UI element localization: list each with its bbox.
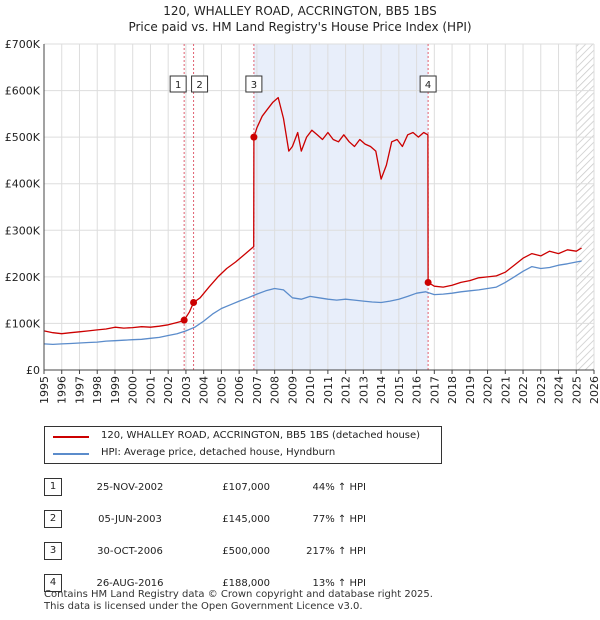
y-tick-label: £500K	[5, 131, 41, 144]
x-tick-label: 1995	[38, 376, 51, 404]
legend-swatch-hpi	[53, 453, 89, 455]
x-tick-label: 2012	[340, 376, 353, 404]
x-tick-label: 2008	[269, 376, 282, 404]
table-row: 1 25-NOV-2002 £107,000 44% ↑ HPI	[44, 471, 366, 503]
x-tick-label: 2019	[464, 376, 477, 404]
footer-copyright: Contains HM Land Registry data © Crown c…	[44, 589, 433, 600]
x-tick-label: 2018	[446, 376, 459, 404]
sale-number-badge: 2	[44, 510, 62, 528]
legend-swatch-property	[53, 436, 89, 438]
y-tick-label: £700K	[5, 38, 41, 51]
sale-marker-box	[419, 75, 437, 93]
sale-marker-label: 1	[175, 80, 181, 91]
sale-date: 05-JUN-2003	[98, 513, 162, 525]
x-tick-label: 2022	[517, 376, 530, 404]
footer-licence: This data is licensed under the Open Gov…	[44, 601, 363, 612]
shaded-ownership-period	[253, 44, 429, 370]
y-tick-label: £200K	[5, 271, 41, 284]
sale-price: £500,000	[222, 545, 270, 557]
x-tick-label: 2015	[393, 376, 406, 404]
x-tick-label: 2007	[251, 376, 264, 404]
sale-marker-label: 3	[251, 80, 257, 91]
y-tick-label: £400K	[5, 178, 41, 191]
x-tick-label: 2024	[553, 376, 566, 404]
table-row: 4 26-AUG-2016 £188,000 13% ↑ HPI	[44, 567, 366, 599]
chart-title: 120, WHALLEY ROAD, ACCRINGTON, BB5 1BS	[163, 4, 437, 18]
chart-subtitle: Price paid vs. HM Land Registry's House …	[128, 20, 472, 34]
x-tick-label: 2006	[233, 376, 246, 404]
y-tick-label: £0	[26, 364, 40, 377]
sale-hpi-change: 217% ↑ HPI	[306, 545, 366, 557]
sale-number-badge: 3	[44, 542, 62, 560]
property-price-line	[43, 96, 582, 335]
sale-number-badge: 4	[44, 574, 62, 592]
x-tick-label: 2026	[588, 376, 600, 404]
sale-point	[424, 278, 432, 286]
x-tick-label: 2001	[144, 376, 157, 404]
sale-date: 25-NOV-2002	[96, 481, 164, 493]
sale-marker-label: 2	[196, 80, 202, 91]
x-tick-label: 2000	[127, 376, 140, 404]
x-tick-label: 2021	[499, 376, 512, 404]
x-tick-label: 2016	[411, 376, 424, 404]
sale-date: 30-OCT-2006	[97, 545, 163, 557]
x-tick-label: 2010	[304, 376, 317, 404]
sale-point	[250, 133, 258, 141]
sale-price: £145,000	[222, 513, 270, 525]
x-tick-label: 2023	[535, 376, 548, 404]
x-tick-label: 2009	[286, 376, 299, 404]
sales-table: 1 25-NOV-2002 £107,000 44% ↑ HPI 2 05-JU…	[44, 471, 366, 599]
x-tick-label: 2004	[198, 376, 211, 404]
x-tick-label: 2005	[215, 376, 228, 404]
sale-point	[180, 316, 188, 324]
sale-hpi-change: 44% ↑ HPI	[312, 481, 366, 493]
chart-area: £0 £100K £200K £300K £400K £500K £600K £700K 199…	[5, 38, 600, 404]
sale-date: 26-AUG-2016	[96, 577, 164, 589]
sale-marker-box	[245, 75, 263, 93]
hatched-region	[576, 44, 594, 370]
legend-label-hpi: HPI: Average price, detached house, Hynd…	[101, 447, 336, 458]
hpi-line	[43, 260, 582, 346]
legend: 120, WHALLEY ROAD, ACCRINGTON, BB5 1BS (…	[44, 426, 442, 464]
sale-marker-box	[191, 75, 209, 93]
x-tick-label: 2017	[428, 376, 441, 404]
legend-label-property: 120, WHALLEY ROAD, ACCRINGTON, BB5 1BS (…	[101, 430, 421, 441]
table-row: 2 05-JUN-2003 £145,000 77% ↑ HPI	[44, 503, 366, 535]
footer: Contains HM Land Registry data © Crown c…	[44, 589, 433, 613]
sale-hpi-change: 13% ↑ HPI	[312, 577, 366, 589]
x-tick-label: 1996	[56, 376, 69, 404]
x-tick-label: 2002	[162, 376, 175, 404]
sale-marker-label: 4	[425, 80, 431, 91]
x-tick-label: 2025	[570, 376, 583, 404]
sale-price: £188,000	[222, 577, 270, 589]
sale-price: £107,000	[222, 481, 270, 493]
x-tick-label: 2003	[180, 376, 193, 404]
x-tick-label: 2014	[375, 376, 388, 404]
x-tick-label: 2011	[322, 376, 335, 404]
y-tick-label: £300K	[5, 224, 41, 237]
x-tick-label: 2020	[482, 376, 495, 404]
x-tick-label: 1997	[73, 376, 86, 404]
y-tick-label: £100K	[5, 317, 41, 330]
y-tick-label: £600K	[5, 85, 41, 98]
table-row: 3 30-OCT-2006 £500,000 217% ↑ HPI	[44, 535, 366, 567]
x-tick-label: 1999	[109, 376, 122, 404]
x-tick-label: 1998	[91, 376, 104, 404]
x-tick-label: 2013	[357, 376, 370, 404]
sale-number-badge: 1	[44, 478, 62, 496]
sale-point	[190, 298, 198, 306]
sale-marker-box	[169, 75, 187, 93]
sale-hpi-change: 77% ↑ HPI	[312, 513, 366, 525]
